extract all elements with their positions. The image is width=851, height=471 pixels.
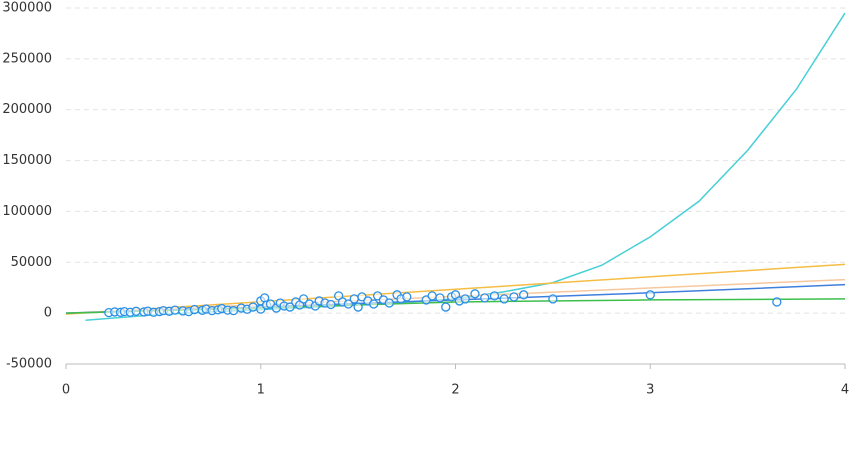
x-tick-label: 3 [646, 383, 654, 398]
x-tick-label: 4 [841, 383, 849, 398]
point [489, 291, 500, 301]
point [480, 293, 490, 303]
point [285, 302, 295, 312]
point [460, 294, 470, 304]
point [772, 297, 782, 307]
point [228, 305, 239, 316]
point [645, 290, 655, 300]
y-tick-label: -50000 [6, 357, 52, 372]
y-tick-label: 200000 [2, 102, 52, 117]
point [349, 294, 359, 304]
x-tick-label: 0 [62, 383, 70, 398]
point [509, 292, 519, 302]
point [326, 299, 336, 310]
y-tick-label: 300000 [2, 1, 52, 16]
point [519, 290, 529, 300]
point [435, 293, 445, 303]
point [189, 304, 200, 315]
y-tick-label: 0 [44, 306, 52, 321]
y-tick-label: 100000 [2, 204, 52, 219]
point [369, 299, 379, 309]
point [427, 291, 437, 301]
point [353, 302, 363, 312]
y-tick-label: 150000 [2, 153, 52, 168]
point [170, 305, 180, 315]
x-tick-label: 2 [451, 383, 459, 398]
point [470, 289, 480, 299]
point [298, 294, 309, 304]
point [548, 294, 558, 304]
point [384, 298, 394, 308]
y-tick-label: 50000 [11, 255, 52, 270]
point [343, 299, 354, 309]
point [441, 302, 451, 312]
y-tick-label: 250000 [2, 51, 52, 66]
x-tick-label: 1 [257, 383, 265, 398]
point [402, 292, 412, 302]
point [248, 302, 258, 312]
point [499, 294, 509, 304]
point [131, 306, 141, 316]
